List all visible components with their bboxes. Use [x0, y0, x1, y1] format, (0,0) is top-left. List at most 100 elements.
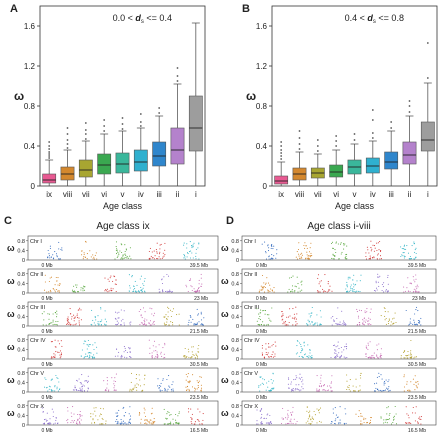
data-point — [198, 380, 200, 382]
data-point — [366, 422, 368, 424]
data-point — [50, 291, 52, 293]
data-point — [93, 354, 95, 356]
data-point — [300, 350, 303, 352]
data-point — [331, 324, 333, 326]
data-point — [262, 383, 265, 385]
data-point — [370, 324, 372, 326]
data-point — [91, 422, 93, 424]
data-point — [302, 388, 304, 390]
data-point — [412, 276, 414, 278]
data-point — [129, 351, 131, 353]
data-point — [385, 323, 387, 325]
data-point — [268, 314, 270, 316]
outlier-point — [298, 143, 301, 145]
data-point — [66, 320, 68, 322]
data-point — [175, 419, 177, 421]
data-point — [60, 340, 62, 342]
data-point — [45, 378, 47, 380]
data-point — [380, 357, 382, 359]
data-point — [365, 353, 367, 355]
data-point — [308, 258, 310, 260]
data-point — [176, 314, 178, 316]
data-point — [81, 386, 83, 388]
data-point — [128, 274, 130, 276]
data-point — [384, 311, 386, 313]
data-point — [274, 353, 276, 355]
data-point — [393, 416, 395, 418]
data-point — [296, 388, 298, 390]
data-point — [298, 253, 300, 255]
data-point — [385, 317, 387, 320]
data-point — [186, 243, 188, 245]
data-point — [187, 290, 189, 293]
data-point — [417, 291, 419, 293]
data-point — [149, 324, 151, 326]
outlier-point — [139, 125, 142, 127]
x-tick-label: ii — [176, 190, 180, 199]
data-point — [301, 257, 303, 259]
data-point — [348, 388, 350, 390]
data-point — [72, 421, 74, 423]
data-point — [265, 422, 267, 424]
data-point — [403, 374, 405, 376]
data-point — [318, 420, 321, 422]
data-point — [118, 409, 120, 411]
data-point — [401, 254, 403, 256]
data-point — [50, 423, 52, 425]
data-point — [125, 248, 127, 250]
data-point — [308, 357, 310, 359]
data-point — [114, 385, 116, 387]
data-point — [167, 388, 169, 390]
data-point — [265, 417, 267, 419]
data-point — [295, 384, 297, 386]
data-point — [168, 307, 170, 309]
data-point — [161, 389, 163, 392]
data-point — [296, 276, 298, 278]
data-point — [340, 253, 342, 255]
data-point — [94, 342, 96, 344]
data-point — [403, 257, 405, 259]
outlier-point — [48, 145, 51, 147]
data-point — [105, 289, 107, 291]
data-point — [275, 257, 277, 259]
data-point — [298, 255, 300, 257]
data-point — [352, 290, 354, 293]
data-point — [94, 254, 96, 256]
data-point — [54, 390, 56, 392]
data-point — [334, 344, 336, 346]
data-point — [89, 250, 91, 252]
data-point — [415, 252, 417, 255]
data-point — [67, 319, 69, 321]
data-point — [158, 253, 161, 255]
data-point — [282, 313, 284, 315]
data-point — [126, 256, 128, 258]
data-point — [358, 309, 361, 311]
data-point — [415, 306, 418, 308]
data-point — [366, 246, 368, 248]
data-point — [49, 386, 51, 388]
data-point — [313, 410, 315, 413]
data-point — [93, 348, 95, 351]
data-point — [190, 421, 192, 423]
data-point — [166, 319, 168, 321]
data-point — [158, 384, 160, 387]
data-point — [320, 324, 322, 326]
data-point — [311, 322, 313, 324]
data-point — [409, 321, 411, 323]
data-point — [345, 343, 347, 345]
data-point — [408, 354, 410, 356]
data-point — [73, 413, 75, 415]
data-point — [404, 357, 406, 359]
data-point — [52, 319, 54, 321]
data-point — [47, 423, 49, 425]
data-point — [125, 254, 127, 257]
outlier-point — [371, 132, 374, 134]
data-point — [346, 346, 348, 348]
data-point — [169, 290, 171, 292]
data-point — [262, 287, 264, 289]
data-point — [316, 408, 318, 410]
data-point — [116, 415, 118, 417]
start-label: 0 Mb — [41, 395, 52, 401]
data-point — [164, 253, 166, 256]
data-point — [115, 318, 117, 320]
